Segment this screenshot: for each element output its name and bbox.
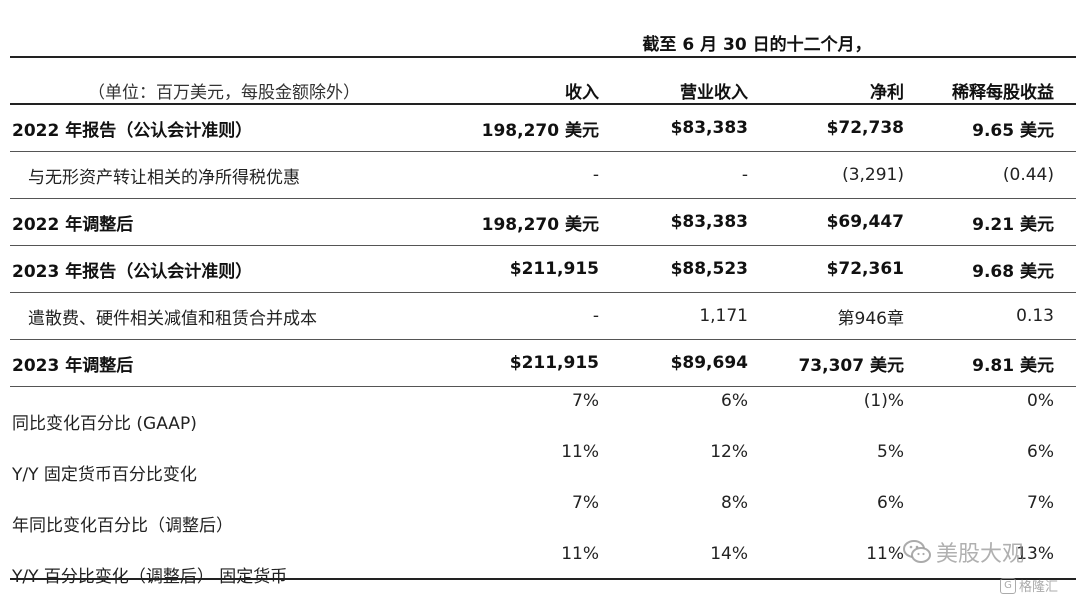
cell-diluted-eps: 7% [1027, 493, 1054, 513]
cell-operating-income: $83,383 [599, 103, 748, 152]
cell-diluted-eps: 9.21 美元 [904, 198, 1076, 246]
cell-revenue: 198,270 美元 [460, 103, 599, 152]
column-header-net-income: 净利 [870, 83, 904, 103]
gelonghui-logo-icon: G [1000, 577, 1016, 594]
cell-operating-income: 12% [710, 442, 748, 462]
table-row: Y/Y 百分比变化（调整后） 固定货币 11% 14% 11% 13% [10, 540, 1076, 591]
cell-net-income: (3,291) [748, 151, 904, 199]
financial-table: （单位：百万美元，每股金额除外） 收入 营业收入 净利 稀释每股收益 2022 … [10, 78, 1076, 591]
source-text: 格隆汇 [1019, 580, 1059, 595]
table-row: 2022 年调整后 198,270 美元 $83,383 $69,447 9.2… [10, 198, 1076, 246]
row-label: 年同比变化百分比（调整后） [12, 516, 233, 536]
cell-revenue: $211,915 [460, 339, 599, 387]
source-watermark: G 格隆汇 [1000, 576, 1058, 595]
row-label: 与无形资产转让相关的净所得税优惠 [10, 151, 460, 199]
column-header-revenue: 收入 [565, 83, 599, 103]
cell-diluted-eps: (0.44) [904, 151, 1076, 199]
wechat-icon [903, 540, 931, 563]
cell-operating-income: - [599, 151, 748, 199]
cell-diluted-eps: 9.68 美元 [904, 245, 1076, 293]
table-row: Y/Y 固定货币百分比变化 11% 12% 5% 6% [10, 438, 1076, 489]
table-row: 同比变化百分比 (GAAP) 7% 6% (1)% 0% [10, 386, 1076, 438]
table-row: 2023 年报告（公认会计准则） $211,915 $88,523 $72,36… [10, 245, 1076, 293]
cell-net-income: 73,307 美元 [748, 339, 904, 387]
cell-operating-income: 14% [710, 544, 748, 564]
top-rule [10, 56, 1076, 58]
table-header-row: （单位：百万美元，每股金额除外） 收入 营业收入 净利 稀释每股收益 [10, 78, 1076, 104]
cell-net-income: (1)% [748, 386, 904, 438]
cell-net-income: 第946章 [748, 292, 904, 340]
row-label: Y/Y 固定货币百分比变化 [12, 465, 197, 485]
cell-diluted-eps: 9.65 美元 [904, 103, 1076, 152]
cell-diluted-eps: 6% [1027, 442, 1054, 462]
cell-diluted-eps: 0% [904, 386, 1076, 438]
cell-operating-income: 8% [721, 493, 748, 513]
row-label: 2022 年报告（公认会计准则） [10, 103, 460, 152]
cell-diluted-eps: 0.13 [904, 292, 1076, 340]
cell-revenue: - [460, 292, 599, 340]
table-row: 与无形资产转让相关的净所得税优惠 - - (3,291) (0.44) [10, 151, 1076, 199]
cell-revenue: 198,270 美元 [460, 198, 599, 246]
row-label: 2023 年调整后 [10, 339, 460, 387]
cell-diluted-eps: 13% [1016, 544, 1054, 564]
cell-net-income: $72,738 [748, 103, 904, 152]
bottom-rule [10, 578, 1076, 580]
cell-net-income: 11% [866, 544, 904, 564]
cell-revenue: 7% [572, 493, 599, 513]
cell-net-income: $69,447 [748, 198, 904, 246]
cell-operating-income: $89,694 [599, 339, 748, 387]
row-label: Y/Y 百分比变化（调整后） 固定货币 [12, 567, 288, 587]
column-header-operating-income: 营业收入 [680, 83, 748, 103]
table-row: 遣散费、硬件相关减值和租赁合并成本 - 1,171 第946章 0.13 [10, 292, 1076, 340]
cell-operating-income: $88,523 [599, 245, 748, 293]
cell-revenue: 11% [561, 544, 599, 564]
cell-revenue: $211,915 [460, 245, 599, 293]
cell-revenue: 11% [561, 442, 599, 462]
cell-operating-income: 6% [599, 386, 748, 438]
unit-note: （单位：百万美元，每股金额除外） [88, 83, 360, 103]
cell-revenue: 7% [460, 386, 599, 438]
cell-net-income: 6% [877, 493, 904, 513]
cell-diluted-eps: 9.81 美元 [904, 339, 1076, 387]
row-label: 遣散费、硬件相关减值和租赁合并成本 [10, 292, 460, 340]
table-row: 年同比变化百分比（调整后） 7% 8% 6% 7% [10, 489, 1076, 540]
row-label: 同比变化百分比 (GAAP) [10, 386, 460, 438]
watermark-text: 美股大观 [936, 542, 1025, 567]
row-label: 2022 年调整后 [10, 198, 460, 246]
table-row: 2022 年报告（公认会计准则） 198,270 美元 $83,383 $72,… [10, 103, 1076, 152]
cell-operating-income: $83,383 [599, 198, 748, 246]
cell-net-income: $72,361 [748, 245, 904, 293]
row-label: 2023 年报告（公认会计准则） [10, 245, 460, 293]
period-heading: 截至 6 月 30 日的十二个月， [642, 35, 872, 55]
column-header-diluted-eps: 稀释每股收益 [952, 83, 1054, 103]
cell-revenue: - [460, 151, 599, 199]
watermark: 美股大观 [902, 537, 1024, 567]
table-row: 2023 年调整后 $211,915 $89,694 73,307 美元 9.8… [10, 339, 1076, 387]
cell-operating-income: 1,171 [599, 292, 748, 340]
cell-net-income: 5% [877, 442, 904, 462]
